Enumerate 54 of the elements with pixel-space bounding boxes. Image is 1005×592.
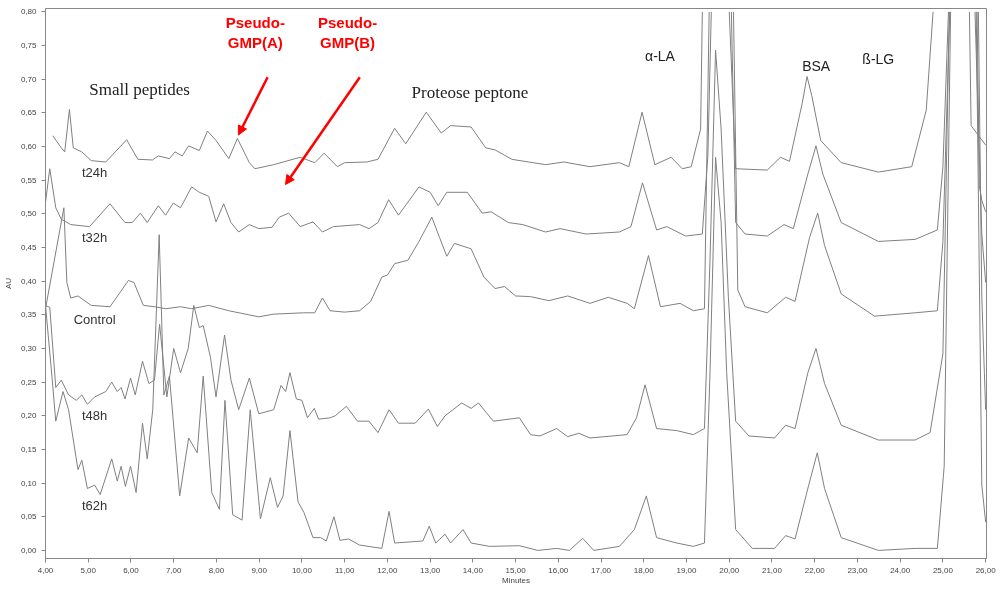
annotation: Pseudo- GMP(B) [317,14,378,52]
x-tick-label: 8,00 [208,565,225,575]
x-tick-label: 11,00 [334,565,355,575]
x-tick-label: 19,00 [676,565,698,575]
x-tick-label: 16,00 [548,565,569,575]
series-label: t62h [81,497,108,513]
series-label: t32h [81,229,108,245]
y-tick-label: 0,50 [20,209,38,219]
x-tick-label: 9,00 [251,565,268,575]
y-tick-label: 0,55 [20,175,38,185]
y-axis-title: AU [3,277,13,290]
series-label: t24h [81,165,108,181]
annotation: ß-LG [862,51,895,68]
x-tick-label: 6,00 [123,565,140,575]
y-tick-label: 0,75 [20,41,38,51]
y-tick-label: 0,00 [20,545,38,555]
x-tick-label: 15,00 [505,565,527,575]
y-tick-label: 0,30 [20,343,38,353]
y-tick-label: 0,70 [20,74,38,84]
y-tick-label: 0,60 [20,142,38,151]
x-tick-label: 24,00 [890,565,911,575]
x-tick-label: 5,00 [80,565,97,575]
x-tick-label: 20,00 [719,565,740,575]
y-tick-label: 0,65 [20,108,38,118]
x-tick-label: 13,00 [420,565,441,575]
x-tick-label: 23,00 [847,565,868,575]
y-tick-label: 0,10 [20,478,38,488]
y-tick-label: 0,80 [20,7,38,17]
y-tick-label: 0,15 [20,444,38,454]
y-tick-label: 0,40 [20,276,38,286]
x-tick-label: 21,00 [761,565,783,575]
x-tick-label: 10,00 [291,565,313,575]
x-tick-label: 22,00 [804,565,826,575]
x-tick-label: 17,00 [591,565,612,575]
x-tick-label: 18,00 [633,565,655,575]
y-tick-label: 0,35 [20,310,38,320]
series-label: t48h [81,407,108,423]
x-tick-label: 12,00 [377,565,398,575]
series-label: Control [73,312,116,328]
annotation: Small peptides [89,79,190,99]
annotation: α-LA [645,47,676,64]
x-tick-label: 14,00 [462,565,484,575]
x-axis-title: Minutes [501,575,531,585]
y-tick-label: 0,05 [20,512,38,522]
annotation: Proteose peptone [411,83,529,103]
x-tick-label: 4,00 [37,565,54,575]
x-tick-label: 7,00 [165,565,183,575]
x-tick-label: 25,00 [932,565,954,575]
annotation: Pseudo- GMP(A) [225,14,285,52]
annotation: BSA [802,57,831,74]
y-tick-label: 0,45 [20,242,38,252]
y-tick-label: 0,20 [20,411,38,421]
y-tick-label: 0,25 [20,377,38,387]
x-tick-label: 26,00 [975,565,997,575]
